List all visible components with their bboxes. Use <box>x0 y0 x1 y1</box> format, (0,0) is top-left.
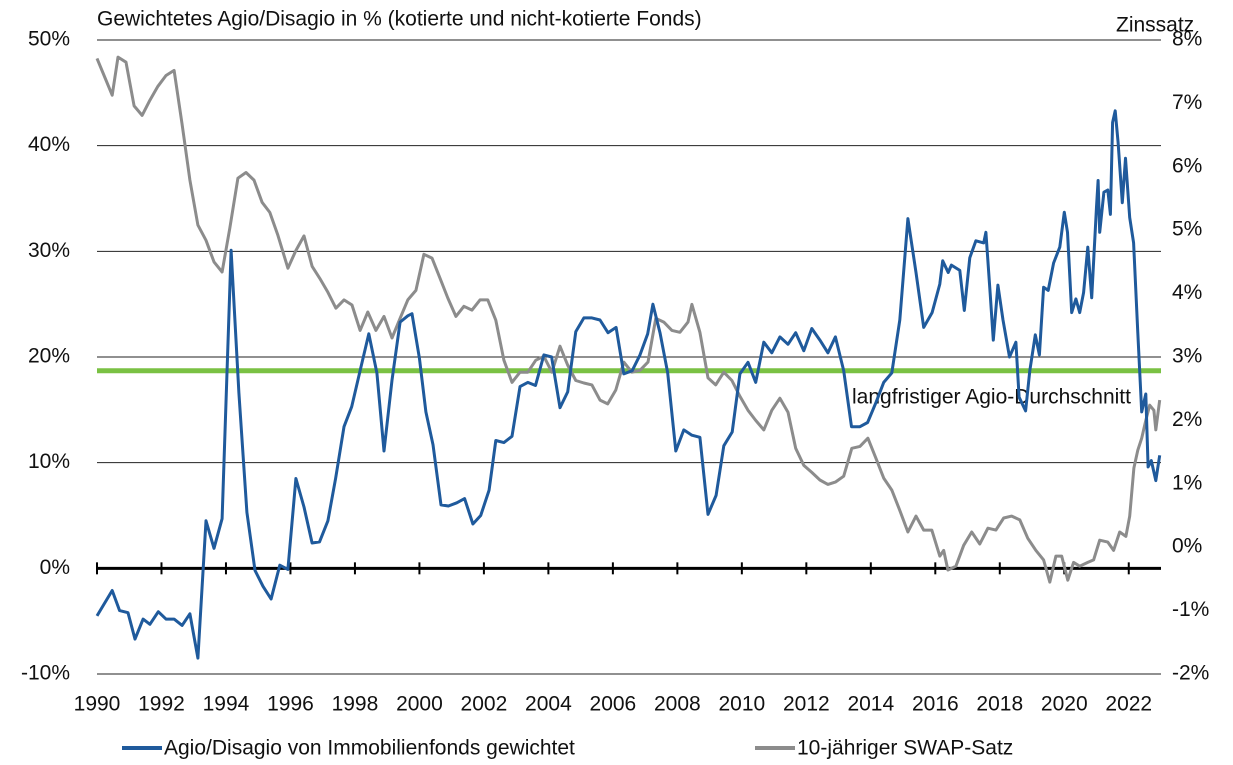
x-tick-label: 2018 <box>976 693 1023 716</box>
x-tick-label: 1994 <box>203 693 250 716</box>
x-tick-label: 2002 <box>461 693 508 716</box>
x-tick-label: 2000 <box>396 693 443 716</box>
reference-label: langfristiger Agio-Durchschnitt <box>852 385 1131 408</box>
x-tick-label: 2022 <box>1105 693 1152 716</box>
y2-tick-label: -1% <box>1172 598 1209 621</box>
x-tick-label: 1998 <box>332 693 379 716</box>
legend-label: 10-jähriger SWAP-Satz <box>797 737 1013 760</box>
chart-title: Gewichtetes Agio/Disagio in % (kotierte … <box>97 8 702 31</box>
legend-label: Agio/Disagio von Immobilienfonds gewicht… <box>164 737 575 760</box>
y2-axis-title: Zinssatz <box>1116 14 1194 37</box>
y2-tick-label: 1% <box>1172 471 1202 494</box>
y2-tick-label: 4% <box>1172 281 1202 304</box>
y2-tick-label: 3% <box>1172 345 1202 368</box>
x-tick-label: 1990 <box>74 693 121 716</box>
x-tick-label: 2008 <box>654 693 701 716</box>
x-tick-label: 2014 <box>847 693 894 716</box>
series-line <box>95 55 1162 584</box>
y-tick-label: 40% <box>28 133 70 156</box>
y-tick-label: 10% <box>28 450 70 473</box>
x-tick-label: 1996 <box>267 693 314 716</box>
x-tick-label: 2012 <box>783 693 830 716</box>
y-tick-label: 20% <box>28 345 70 368</box>
y2-tick-label: 7% <box>1172 91 1202 114</box>
x-tick-label: 2020 <box>1041 693 1088 716</box>
y-tick-label: 30% <box>28 239 70 262</box>
y-tick-label: -10% <box>21 662 70 685</box>
x-tick-label: 1992 <box>138 693 185 716</box>
y2-tick-label: 5% <box>1172 218 1202 241</box>
y-tick-label: 50% <box>28 28 70 51</box>
y2-tick-label: 2% <box>1172 408 1202 431</box>
y2-tick-label: 6% <box>1172 154 1202 177</box>
x-tick-label: 2016 <box>912 693 959 716</box>
y2-tick-label: 8% <box>1172 28 1202 51</box>
y-tick-label: 0% <box>40 556 70 579</box>
series-line <box>95 109 1162 660</box>
y2-tick-label: -2% <box>1172 662 1209 685</box>
y2-tick-label: 0% <box>1172 535 1202 558</box>
x-tick-label: 2004 <box>525 693 572 716</box>
x-tick-label: 2010 <box>718 693 765 716</box>
x-tick-label: 2006 <box>590 693 637 716</box>
